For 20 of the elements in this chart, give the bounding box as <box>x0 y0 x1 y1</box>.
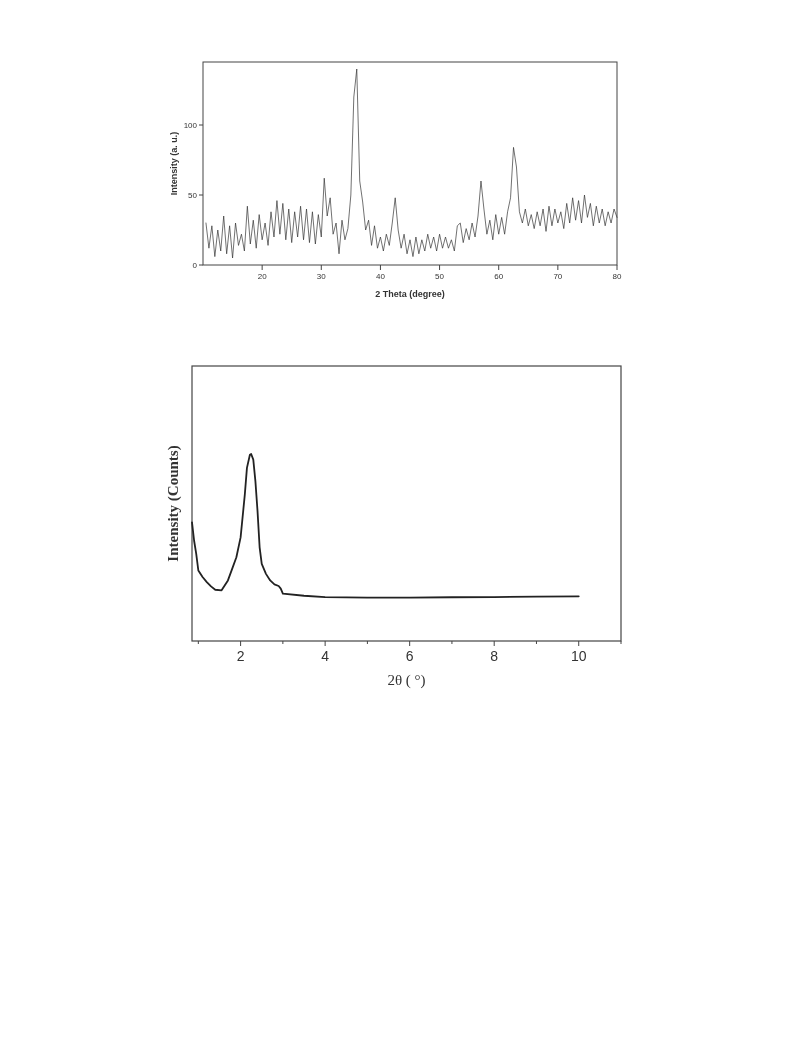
line-series <box>205 68 618 259</box>
y-axis-title: Intensity (a. u.) <box>169 131 179 196</box>
x-tick-label: 80 <box>612 272 622 281</box>
x-tick-label: 70 <box>553 272 563 281</box>
y-axis-title: Intensity (Counts) <box>165 445 182 562</box>
x-tick-label: 10 <box>570 648 587 664</box>
x-tick-label: 60 <box>494 272 504 281</box>
y-tick-label: 50 <box>188 190 198 200</box>
x-tick-label: 6 <box>405 648 414 664</box>
x-tick-label: 20 <box>257 272 268 281</box>
x-tick-label: 2 <box>236 648 245 664</box>
x-tick-label: 30 <box>316 272 327 281</box>
x-axis-title: 2θ ( °) <box>387 672 426 689</box>
x-tick-label: 50 <box>435 272 445 281</box>
x-axis-title: 2 Theta (degree) <box>375 289 445 299</box>
y-tick-label: 0 <box>192 260 198 270</box>
x-tick-label: 4 <box>321 648 330 664</box>
y-tick-label: 100 <box>183 120 198 130</box>
x-tick-label: 40 <box>375 272 386 281</box>
x-tick-label: 8 <box>490 648 499 664</box>
